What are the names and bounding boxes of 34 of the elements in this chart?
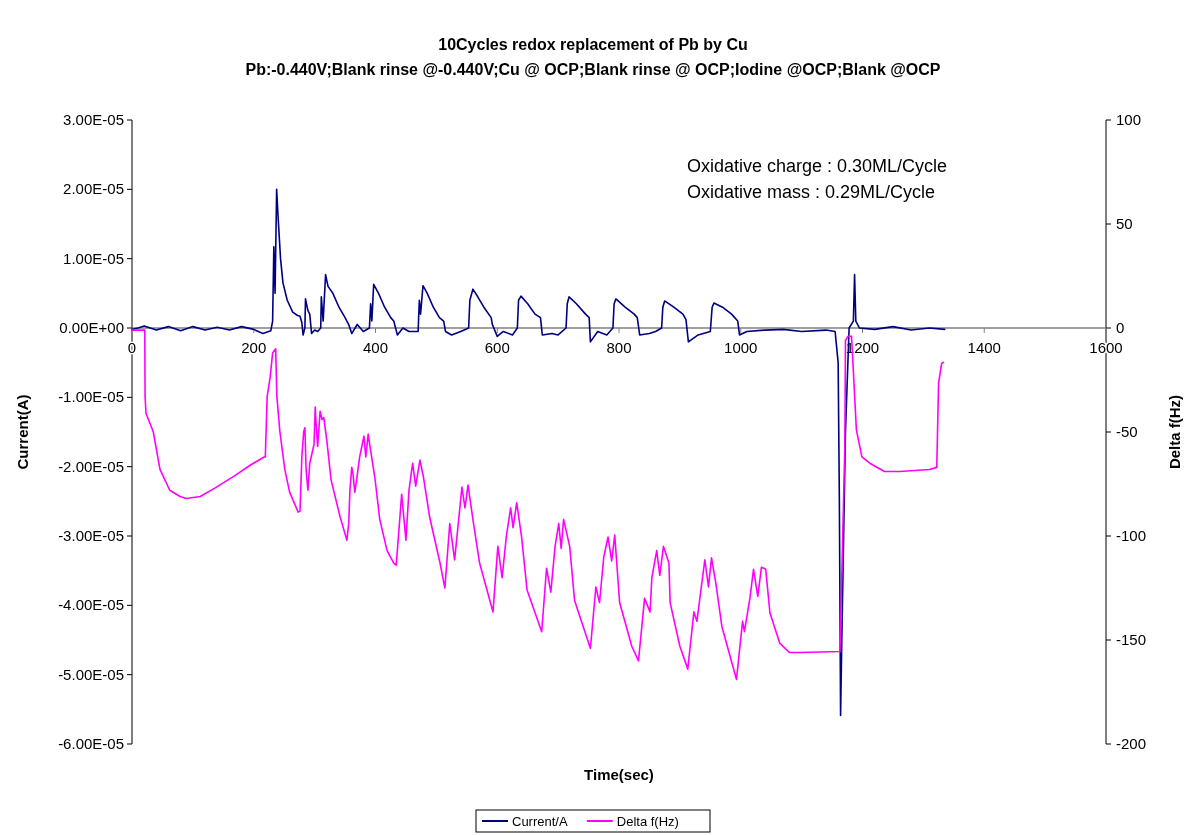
chart-title: 10Cycles redox replacement of Pb by Cu xyxy=(438,36,748,53)
y-tick-label: 0.00E+00 xyxy=(59,319,124,336)
y2-tick-label: -150 xyxy=(1116,631,1147,648)
x-tick-label: 800 xyxy=(606,339,632,356)
y2-tick-label: 100 xyxy=(1116,111,1142,128)
y2-tick-label: 50 xyxy=(1116,215,1133,232)
x-tick-label: 1600 xyxy=(1089,339,1123,356)
legend-label: Current/A xyxy=(512,814,568,829)
x-tick-label: 200 xyxy=(241,339,267,356)
y-tick-label: 3.00E-05 xyxy=(63,111,124,128)
chart-subtitle: Pb:-0.440V;Blank rinse @-0.440V;Cu @ OCP;Blank rinse @ OCP;Iodine @OCP;Blank @OCP xyxy=(245,61,941,78)
x-tick-label: 1400 xyxy=(967,339,1001,356)
y-tick-label: -6.00E-05 xyxy=(58,735,124,752)
y2-axis-title: Delta f(Hz) xyxy=(1166,394,1183,470)
y-axis-title: Current(A) xyxy=(14,394,31,470)
legend-label: Delta f(Hz) xyxy=(616,814,679,829)
x-tick-label: 400 xyxy=(362,339,389,356)
x-tick-label: 0 xyxy=(127,339,137,356)
y-tick-label: 1.00E-05 xyxy=(63,249,124,267)
x-axis-title: Time(sec) xyxy=(584,766,654,783)
y-tick-label: -5.00E-05 xyxy=(58,665,124,683)
y-tick-label: -1.00E-05 xyxy=(58,388,124,406)
y2-tick-label: -100 xyxy=(1116,527,1147,544)
y-tick-label: -2.00E-05 xyxy=(58,457,124,475)
annotation: Oxidative charge : 0.30ML/Cycle xyxy=(687,156,948,176)
annotation: Oxidative mass : 0.29ML/Cycle xyxy=(687,182,936,202)
x-tick-label: 600 xyxy=(484,339,510,356)
y-tick-label: 2.00E-05 xyxy=(63,180,124,198)
y2-tick-label: -200 xyxy=(1116,735,1147,752)
y-tick-label: -3.00E-05 xyxy=(58,527,124,544)
x-tick-label: 1000 xyxy=(724,339,758,356)
y-tick-label: -4.00E-05 xyxy=(58,596,124,614)
y2-tick-label: 0 xyxy=(1116,319,1125,336)
y2-tick-label: -50 xyxy=(1116,423,1138,440)
